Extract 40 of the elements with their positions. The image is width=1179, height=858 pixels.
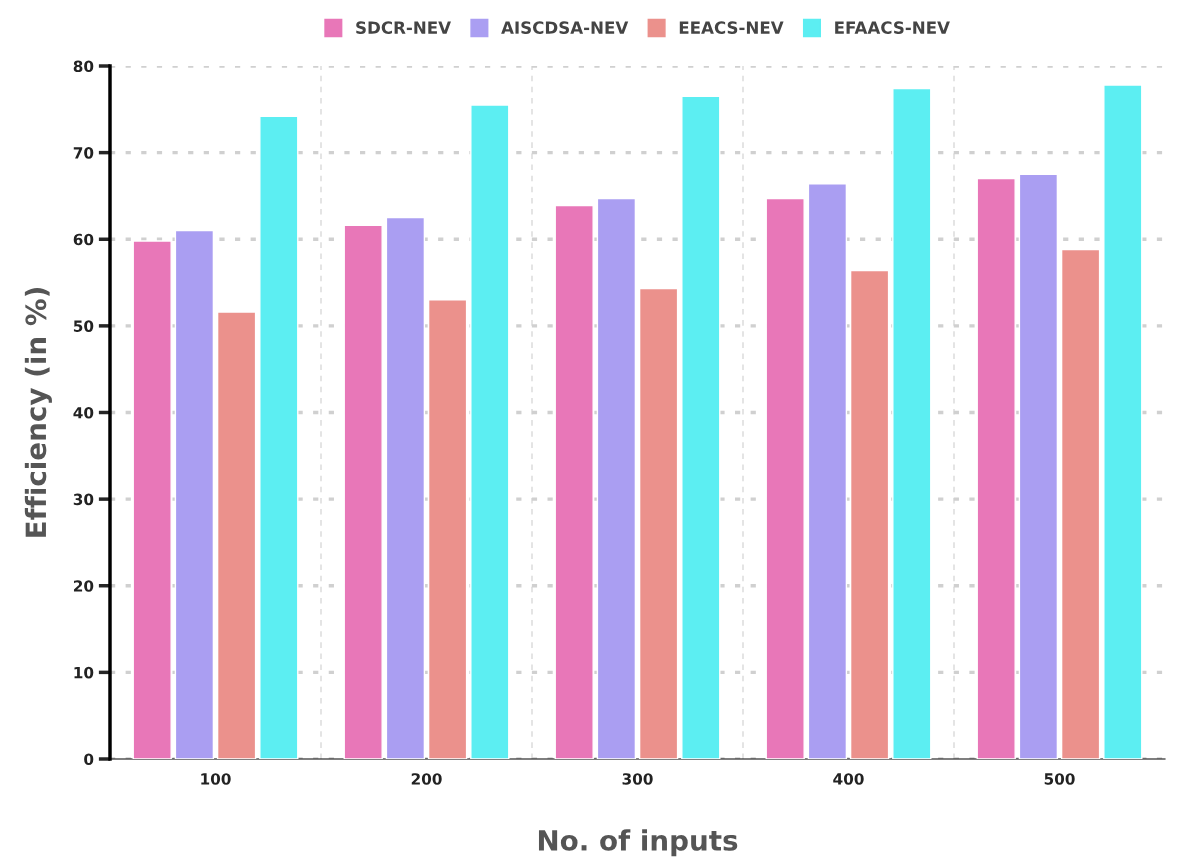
x-tick-label: 100 [201, 773, 231, 785]
bar [976, 177, 1016, 759]
y-tick-label: 80 [73, 60, 94, 73]
x-axis-title: No. of inputs [538, 829, 738, 857]
bar [849, 269, 890, 759]
y-tick-label: 40 [73, 406, 94, 419]
bar [216, 311, 257, 759]
y-tick-label: 70 [73, 147, 94, 159]
y-axis-title: Efficiency (in %) [24, 288, 52, 537]
bar [1103, 84, 1143, 759]
y-tick-label: 0 [84, 753, 94, 766]
bar [807, 183, 848, 759]
bar [259, 115, 299, 759]
bar [470, 104, 510, 759]
y-tick-label: 10 [74, 666, 94, 679]
x-tick-label: 200 [411, 773, 442, 785]
y-tick-label: 20 [73, 580, 94, 592]
bar [132, 240, 172, 759]
legend-label: EFAACS-NEV [835, 21, 950, 34]
x-tick-label: 300 [622, 773, 653, 785]
bar [427, 299, 468, 759]
bar [554, 204, 594, 759]
bar [343, 224, 383, 759]
bar [681, 95, 721, 759]
y-tick-label: 50 [73, 320, 94, 332]
x-tick-label: 400 [833, 773, 864, 785]
bar [385, 216, 426, 759]
legend-label: AISCDSA-NEV [501, 21, 629, 34]
bar [596, 197, 637, 759]
bar [1060, 248, 1101, 759]
bar [174, 229, 215, 759]
x-tick-label: 500 [1044, 773, 1075, 785]
y-tick-label: 60 [73, 233, 94, 246]
legend-label: SDCR-NEV [356, 21, 451, 34]
y-tick-label: 30 [73, 493, 94, 506]
bar [638, 287, 679, 759]
legend-label: EEACS-NEV [679, 21, 784, 34]
bar [892, 87, 932, 759]
bar [1018, 173, 1059, 759]
bar [765, 197, 805, 759]
